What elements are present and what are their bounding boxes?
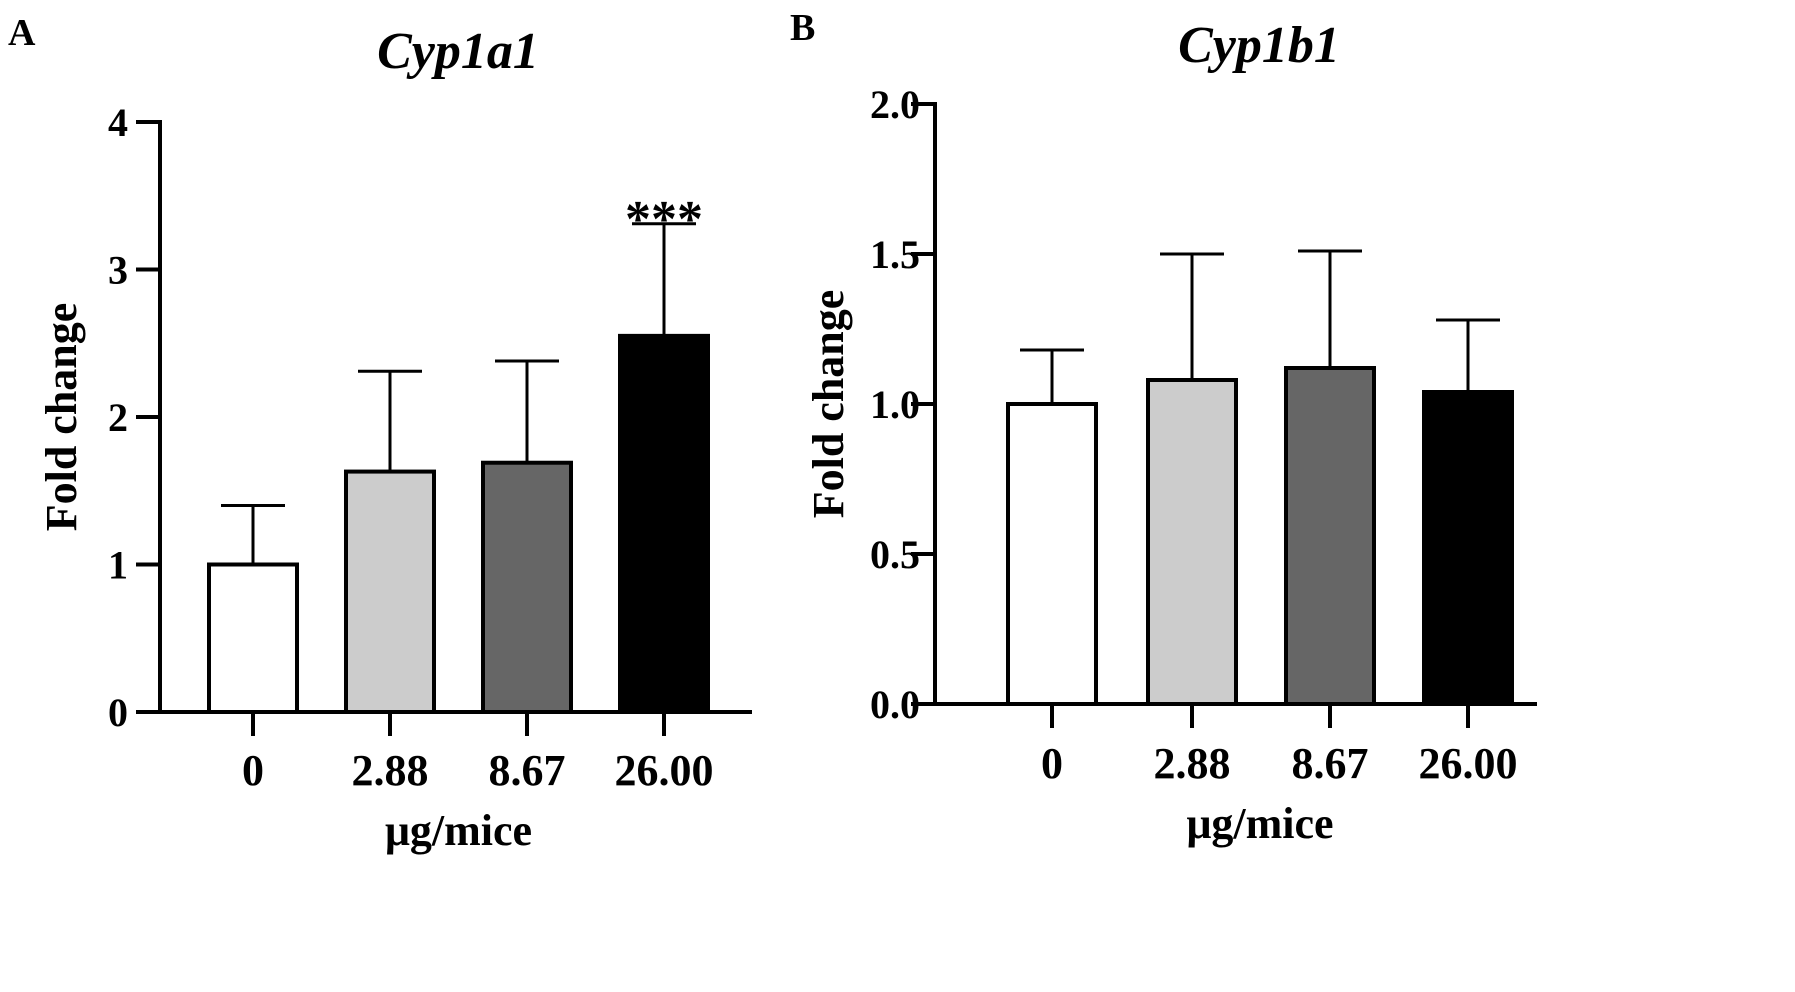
- x-tick-label: 0: [1041, 739, 1063, 788]
- bar-0: [207, 562, 299, 714]
- y-axis-label: Fold change: [804, 290, 853, 519]
- y-axis-label: Fold change: [37, 303, 86, 532]
- x-tick-label: 26.00: [1419, 739, 1518, 788]
- chart-title: Cyp1a1: [377, 23, 539, 80]
- y-tick-label: 0.5: [870, 532, 920, 577]
- y-tick-label: 0: [108, 690, 128, 735]
- bar-8-67: [481, 460, 573, 714]
- y-tick-label: 2: [108, 395, 128, 440]
- y-tick-label: 1.0: [870, 382, 920, 427]
- x-axis-label: μg/mice: [385, 806, 532, 855]
- bar-0: [1006, 402, 1098, 706]
- bar-2-88: [1146, 378, 1238, 706]
- panel-a: A Cyp1a1 Fold change 0 1 2 3 4 0 2.88 8.67 26.00 ***…: [8, 12, 752, 855]
- bar-8-67: [1284, 366, 1376, 706]
- x-tick-label: 8.67: [1292, 739, 1369, 788]
- y-tick-label: 2.0: [870, 82, 920, 127]
- x-axis-label: μg/mice: [1186, 799, 1333, 848]
- bar-2-88: [344, 469, 436, 715]
- x-tick-label: 0: [242, 746, 264, 795]
- bar-26-00: [1422, 390, 1514, 706]
- y-tick-label: 4: [108, 100, 128, 145]
- x-tick-label: 8.67: [489, 746, 566, 795]
- x-tick-label: 26.00: [615, 746, 714, 795]
- x-tick-label: 2.88: [1154, 739, 1231, 788]
- significance-marker: ***: [625, 191, 703, 248]
- bar-26-00: [618, 333, 710, 714]
- panel-b: B Cyp1b1 Fold change 0.0 0.5 1.0 1.5 2.0 0 2.88 8.…: [790, 7, 1537, 848]
- y-tick-label: 1: [108, 543, 128, 588]
- y-tick-label: 1.5: [870, 232, 920, 277]
- panel-label: A: [8, 12, 36, 54]
- x-tick-label: 2.88: [352, 746, 429, 795]
- chart-title: Cyp1b1: [1178, 17, 1340, 74]
- y-tick-label: 0.0: [870, 682, 920, 727]
- y-tick-label: 3: [108, 248, 128, 293]
- panel-label: B: [790, 7, 815, 49]
